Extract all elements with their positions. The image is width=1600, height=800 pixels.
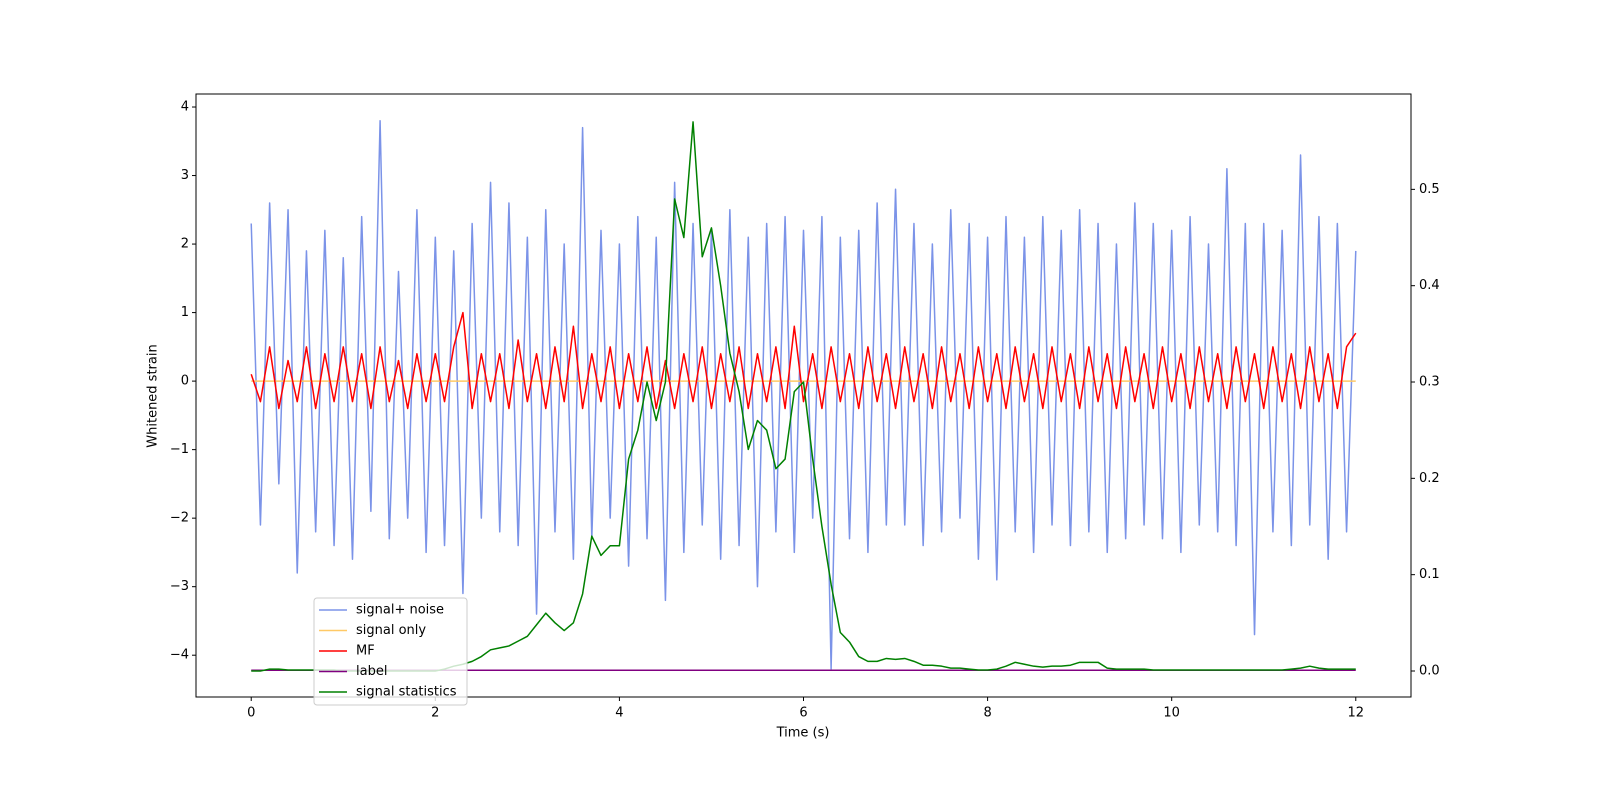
legend-label: signal only xyxy=(356,623,426,638)
x-tick-label: 8 xyxy=(983,706,991,721)
series-line xyxy=(250,311,1357,410)
y2-tick-label: 0.3 xyxy=(1419,375,1440,390)
x-axis-label: Time (s) xyxy=(776,726,830,741)
x-tick-label: 10 xyxy=(1163,706,1180,721)
x-tick-label: 12 xyxy=(1347,706,1364,721)
legend-label: signal+ noise xyxy=(356,603,444,618)
x-tick-label: 6 xyxy=(799,706,807,721)
y2-tick-label: 0.0 xyxy=(1419,663,1440,678)
x-tick-label: 0 xyxy=(247,706,255,721)
y2-tick-label: 0.4 xyxy=(1419,278,1440,293)
y-tick-label: 0 xyxy=(181,374,189,389)
y-tick-label: 2 xyxy=(181,237,189,252)
x-tick-label: 4 xyxy=(615,706,623,721)
legend-label: MF xyxy=(356,644,375,659)
legend-label: signal statistics xyxy=(356,685,457,700)
x-tick-label: 2 xyxy=(431,706,439,721)
y-tick-label: −4 xyxy=(170,648,189,663)
legend-label: label xyxy=(356,664,387,679)
y-axis-label: Whitened strain xyxy=(146,344,161,447)
y-tick-label: 4 xyxy=(181,100,189,115)
y2-tick-label: 0.5 xyxy=(1419,182,1440,197)
y-tick-label: −1 xyxy=(170,442,189,457)
legend: signal+ noise signal only MF label signal st… xyxy=(313,597,468,706)
y-tick-label: 1 xyxy=(181,305,189,320)
plot-frame xyxy=(195,93,1412,698)
y-tick-label: −2 xyxy=(170,511,189,526)
y-tick-label: 3 xyxy=(181,168,189,183)
y-tick-label: −3 xyxy=(170,579,189,594)
series-line xyxy=(250,119,1357,670)
y2-tick-label: 0.1 xyxy=(1419,567,1440,582)
legend-box xyxy=(313,597,468,706)
y2-tick-label: 0.2 xyxy=(1419,471,1440,486)
